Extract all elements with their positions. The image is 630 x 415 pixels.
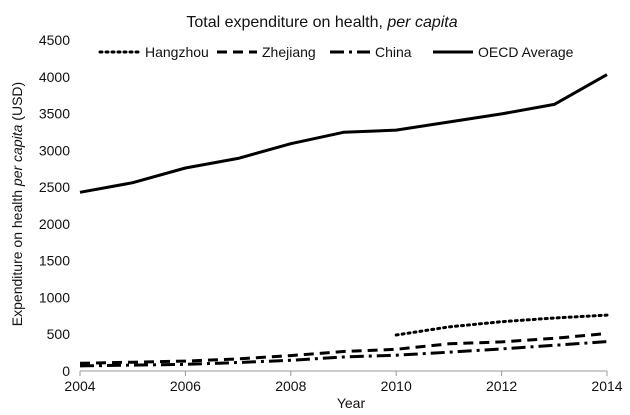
y-tick-label: 1500 — [39, 253, 70, 269]
series-lines — [79, 73, 609, 368]
y-axis-title: Expenditure on health per capita (USD) — [9, 82, 25, 326]
x-tick-label: 2004 — [64, 378, 95, 394]
legend-item-zhejiang: Zhejiang — [217, 44, 316, 60]
axes: 2004 2006 2008 2010 2012 2014 0 500 1000 1500 2000… — [39, 32, 623, 394]
y-axis-title-suffix: (USD) — [9, 82, 25, 125]
series-line-hangzhou — [394, 313, 609, 337]
legend-label: Zhejiang — [262, 44, 316, 60]
y-axis-title-italic: per capita — [9, 124, 25, 187]
y-axis-title-main: Expenditure on health — [9, 186, 25, 326]
y-tick-label: 3000 — [39, 142, 70, 158]
y-tick-label: 2000 — [39, 216, 70, 232]
chart-title-italic: per capita — [386, 14, 457, 31]
legend-label: OECD Average — [478, 44, 574, 60]
chart-title: Total expenditure on health, per capita — [186, 14, 457, 31]
y-tick-label: 500 — [47, 326, 71, 342]
chart-title-main: Total expenditure on health, — [186, 14, 387, 31]
legend-item-oecd-average: OECD Average — [433, 44, 574, 60]
legend-item-china: China — [330, 44, 412, 60]
x-tick-label: 2010 — [381, 378, 412, 394]
y-tick-label: 4000 — [39, 69, 70, 85]
x-tick-label: 2012 — [486, 378, 517, 394]
y-tick-label: 0 — [62, 363, 70, 379]
legend-label: China — [375, 44, 412, 60]
x-tick-label: 2014 — [591, 378, 622, 394]
legend-item-hangzhou: Hangzhou — [98, 44, 209, 60]
y-tick-label: 1000 — [39, 289, 70, 305]
y-tick-label: 4500 — [39, 32, 70, 48]
series-line-zhejiang — [79, 332, 608, 365]
series-line-china — [79, 340, 608, 368]
y-tick-label: 2500 — [39, 179, 70, 195]
legend: Hangzhou Zhejiang China OECD Average — [98, 44, 574, 60]
series-line-oecd-average — [79, 73, 608, 194]
x-tick-label: 2008 — [275, 378, 306, 394]
legend-label: Hangzhou — [145, 44, 209, 60]
y-tick-label: 3500 — [39, 106, 70, 122]
x-tick-label: 2006 — [170, 378, 201, 394]
x-axis-title: Year — [337, 395, 366, 410]
